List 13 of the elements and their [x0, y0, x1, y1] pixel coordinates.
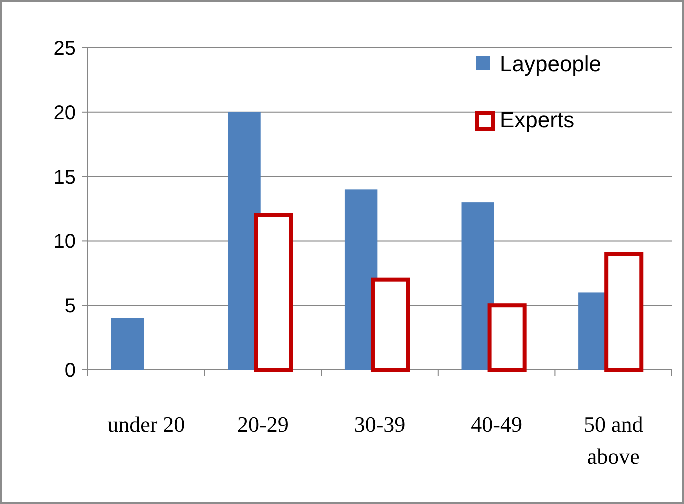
y-tick-label: 10 [54, 231, 76, 254]
y-tick-label: 0 [64, 360, 76, 382]
x-tick-label: under 20 [108, 412, 186, 437]
y-tick-label: 15 [54, 166, 76, 189]
x-tick-label: 20-29 [238, 412, 289, 437]
legend-label: Laypeople [500, 52, 602, 77]
legend-label: Experts [500, 108, 575, 133]
x-tick-label: 50 and above [584, 412, 644, 469]
y-tick-label: 5 [64, 296, 76, 318]
y-tick-label: 25 [54, 38, 76, 60]
y-tick-label: 20 [54, 102, 76, 124]
x-tick-label: 30-39 [354, 412, 406, 437]
x-tick-label: 40-49 [471, 412, 522, 437]
